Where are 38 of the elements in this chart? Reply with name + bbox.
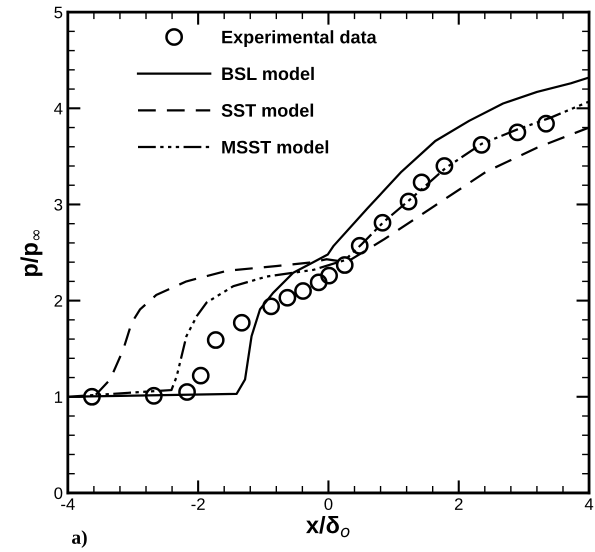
x-axis-title: x/δ$_{o}$ (306, 516, 350, 538)
point (144, 386, 163, 405)
y-tick-label: 0 (54, 487, 62, 500)
point (262, 298, 280, 316)
legend-label: Experimental data (222, 30, 377, 48)
point (83, 388, 101, 406)
point (374, 214, 392, 232)
text: a) (72, 530, 87, 548)
point (508, 123, 526, 142)
y-tick-label: 3 (54, 198, 62, 211)
point (206, 331, 225, 349)
point (278, 288, 296, 307)
point (412, 173, 430, 192)
y-tick-label: 4 (54, 102, 62, 114)
y-axis-title: p/p$_{∞}$ (20, 230, 42, 276)
point (336, 256, 354, 274)
legend-label: SST model (222, 104, 314, 117)
y-tick-label: 5 (54, 6, 62, 18)
point (192, 366, 210, 385)
x-tick-label: 2 (454, 498, 463, 510)
point (310, 273, 328, 292)
x-tick-label: -2 (191, 498, 205, 510)
y-tick-label: 1 (54, 391, 62, 403)
y-tick-label: 2 (54, 295, 62, 307)
point (232, 314, 251, 332)
x-tick-label: 4 (584, 498, 594, 510)
point (400, 192, 418, 210)
point (350, 236, 369, 255)
point (294, 282, 312, 300)
legend-label: MSST model (222, 140, 328, 154)
legend-label: BSL model (222, 66, 314, 80)
point (178, 383, 196, 401)
point (436, 157, 454, 175)
x-tick-label: 0 (324, 498, 332, 510)
point (537, 114, 555, 133)
point (472, 136, 490, 154)
x-tick-label: -4 (61, 498, 75, 510)
point (320, 266, 338, 285)
